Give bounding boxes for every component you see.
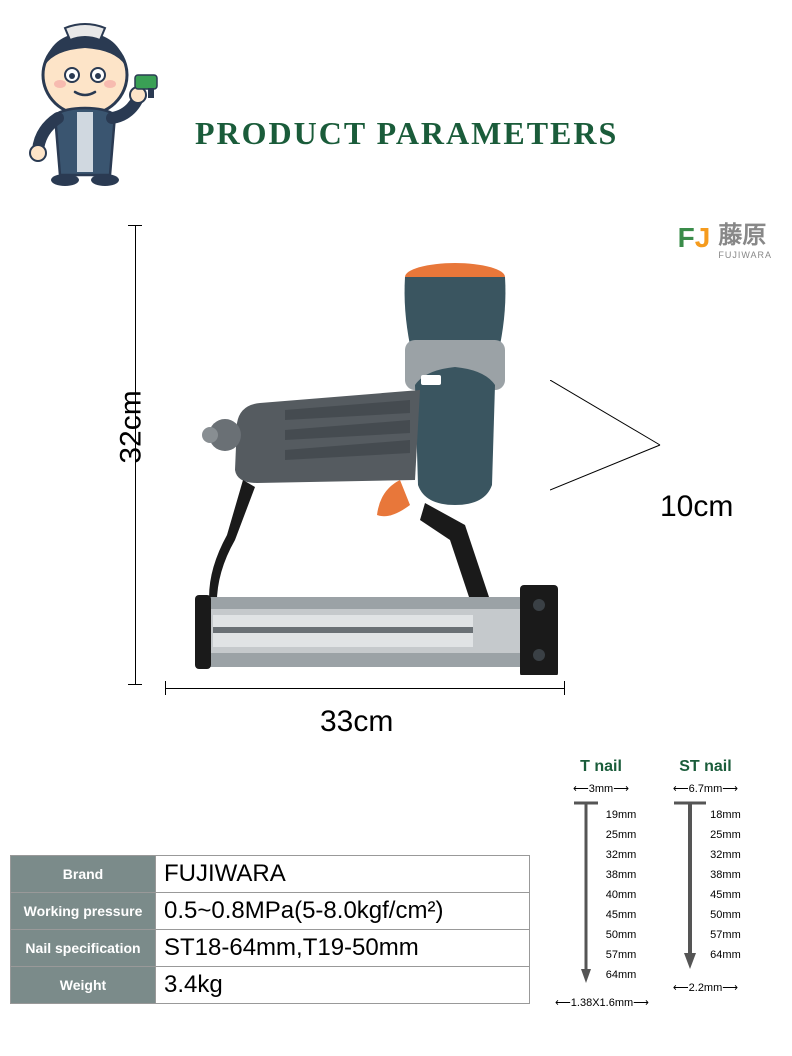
nail-diagrams: T nail ⟵3mm⟶ 19mm25mm32mm38mm40mm45mm50m… [555,758,775,1009]
brand-logo: FJ 藤原 FUJIWARA [678,215,772,260]
table-row: Working pressure0.5~0.8MPa(5-8.0kgf/cm²) [11,893,530,930]
spec-value: 0.5~0.8MPa(5-8.0kgf/cm²) [156,893,530,930]
t-nail-bottom-dim: ⟵1.38X1.6mm⟶ [555,996,647,1009]
spec-table: BrandFUJIWARAWorking pressure0.5~0.8MPa(… [10,855,530,1004]
t-nail-sizes: 19mm25mm32mm38mm40mm45mm50mm57mm64mm [606,797,637,992]
st-nail-bottom-dim: ⟵2.2mm⟶ [659,981,751,994]
st-nail-column: ST nail ⟵6.7mm⟶ 18mm25mm32mm38mm45mm50mm… [659,758,751,994]
st-nail-title: ST nail [659,758,751,776]
table-row: BrandFUJIWARA [11,856,530,893]
spec-value: 3.4kg [156,967,530,1004]
spec-label: Weight [11,967,156,1004]
t-nail-top-dim: ⟵3mm⟶ [555,782,647,795]
dim-width-label: 33cm [320,705,393,739]
dim-height-label: 32cm [115,390,149,463]
page-title: PRODUCT PARAMETERS [195,115,618,152]
spec-label: Nail specification [11,930,156,967]
t-nail-column: T nail ⟵3mm⟶ 19mm25mm32mm38mm40mm45mm50m… [555,758,647,1009]
table-row: Nail specificationST18-64mm,T19-50mm [11,930,530,967]
product-image [165,255,565,675]
st-nail-icon [670,797,710,972]
mascot-character [10,20,170,190]
st-nail-top-dim: ⟵6.7mm⟶ [659,782,751,795]
st-nail-sizes: 18mm25mm32mm38mm45mm50mm57mm64mm [710,797,741,977]
t-nail-icon [566,797,606,987]
table-row: Weight3.4kg [11,967,530,1004]
spec-value: ST18-64mm,T19-50mm [156,930,530,967]
spec-label: Brand [11,856,156,893]
spec-label: Working pressure [11,893,156,930]
brand-kanji: 藤原 [718,215,772,250]
brand-subtext: FUJIWARA [718,250,772,260]
callout-lines [550,380,680,510]
dim-line-horizontal [165,688,565,689]
t-nail-title: T nail [555,758,647,776]
spec-value: FUJIWARA [156,856,530,893]
brand-fj-icon: FJ [678,222,711,254]
